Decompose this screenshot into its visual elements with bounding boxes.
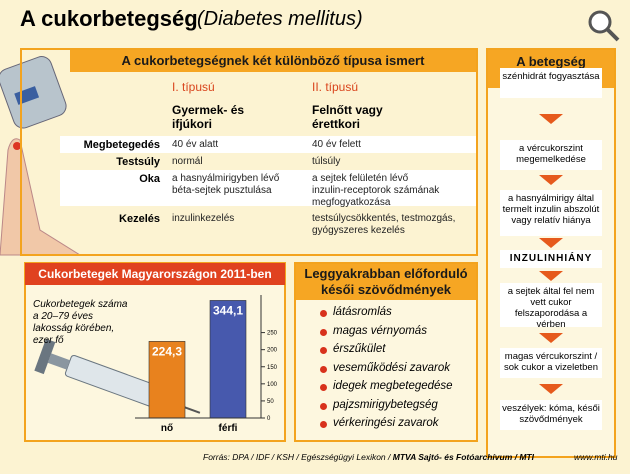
y-tick-label: 50 bbox=[267, 399, 274, 405]
bullet bbox=[320, 384, 327, 391]
step: a hasnyálmirigy által termelt inzulin ab… bbox=[500, 190, 602, 236]
step: a sejtek által fel nem vett cukor felsza… bbox=[500, 283, 602, 330]
cell: a hasnyálmirigyben lévő béta-sejtek pusz… bbox=[172, 173, 280, 196]
cell: testsúlycsökkentés, testmozgás, gyógysze… bbox=[312, 213, 456, 236]
cell: 40 év alatt bbox=[172, 139, 219, 150]
row-label: Megbetegedés bbox=[83, 139, 160, 151]
row-label: Oka bbox=[139, 173, 160, 185]
source-text: Forrás: DPA / IDF / KSH / Egészségügyi L… bbox=[203, 452, 391, 462]
row-label: Kezelés bbox=[119, 213, 160, 225]
group: Felnőtt vagy érettkori bbox=[312, 103, 383, 131]
row-band bbox=[60, 170, 476, 206]
y-tick-label: 150 bbox=[267, 365, 278, 371]
row-label: Testsúly bbox=[116, 156, 160, 168]
column-header: I. típusú bbox=[172, 80, 215, 94]
step: INZULINHIÁNY bbox=[500, 250, 602, 268]
types-panel bbox=[20, 48, 478, 256]
arrow bbox=[539, 175, 563, 185]
complications-title: Leggyakrabban előforduló késői szövődmén… bbox=[296, 264, 476, 300]
types-title: A cukorbetegségnek két különböző típusa … bbox=[70, 50, 476, 72]
arrow bbox=[539, 332, 563, 343]
bullet bbox=[320, 310, 327, 317]
step: veszélyek: kóma, késői szövődmények bbox=[500, 400, 602, 430]
chart: Cukorbetegek Magyarországon 2011-ben 0 50… bbox=[25, 263, 285, 434]
bullet bbox=[320, 421, 327, 428]
bar bbox=[209, 300, 247, 419]
bullet bbox=[320, 328, 327, 336]
subtitle: (Diabetes mellitus) bbox=[197, 8, 363, 30]
arrow bbox=[539, 114, 563, 124]
step: magas vércukorszint / sok cukor a vizele… bbox=[500, 348, 602, 378]
cell: inzulinkezelés bbox=[172, 213, 235, 224]
list-item: veseműködési zavarok bbox=[333, 361, 450, 374]
column-header: II. típusú bbox=[312, 80, 359, 94]
arrow bbox=[539, 270, 563, 281]
y-tick-label: 250 bbox=[267, 331, 278, 337]
list-item: idegek megbetegedése bbox=[333, 380, 453, 392]
value-label: 344,1 bbox=[213, 303, 243, 317]
row-band bbox=[60, 136, 476, 153]
title: A cukorbetegség bbox=[20, 6, 198, 31]
arrow bbox=[539, 238, 563, 248]
cell: normál bbox=[172, 156, 203, 167]
list-item: látásromlás bbox=[333, 306, 392, 318]
y-axis-label: Cukorbetegek száma a 20–79 éves lakosság… bbox=[33, 299, 128, 346]
arrow bbox=[539, 384, 563, 394]
source: Forrás: DPA / IDF / KSH / Egészségügyi L… bbox=[203, 452, 534, 462]
url: www.mti.hu bbox=[574, 452, 618, 462]
bullet bbox=[320, 402, 327, 410]
bullet bbox=[320, 347, 327, 354]
cell: túlsúly bbox=[312, 156, 341, 167]
list-item: pajzsmirigybetegség bbox=[333, 398, 438, 411]
step: a vércukorszint megemelkedése bbox=[500, 140, 602, 170]
group: Gyermek- és ifjúkori bbox=[172, 103, 245, 131]
bullet bbox=[320, 365, 327, 373]
chart-title: Cukorbetegek Magyarországon 2011-ben bbox=[38, 267, 271, 281]
x-tick-label: nő bbox=[161, 423, 173, 434]
y-tick-label: 200 bbox=[267, 348, 278, 354]
cell: 40 év felett bbox=[312, 139, 361, 150]
agency: MTVA Sajtó- és Fotóarchívum / MTI bbox=[392, 452, 534, 462]
list-item: vérkeringési zavarok bbox=[333, 417, 439, 429]
step: szénhidrát fogyasztása bbox=[500, 68, 602, 98]
chart-header bbox=[25, 263, 285, 285]
list-item: érszűkület bbox=[333, 343, 386, 355]
y-tick-label: 0 bbox=[267, 416, 271, 422]
cell: a sejtek felületén lévő inzulin-receptor… bbox=[312, 173, 440, 208]
x-tick-label: férfi bbox=[219, 423, 238, 434]
y-tick-label: 100 bbox=[267, 382, 278, 388]
list-item: magas vérnyomás bbox=[333, 324, 427, 337]
value-label: 224,3 bbox=[152, 344, 182, 358]
